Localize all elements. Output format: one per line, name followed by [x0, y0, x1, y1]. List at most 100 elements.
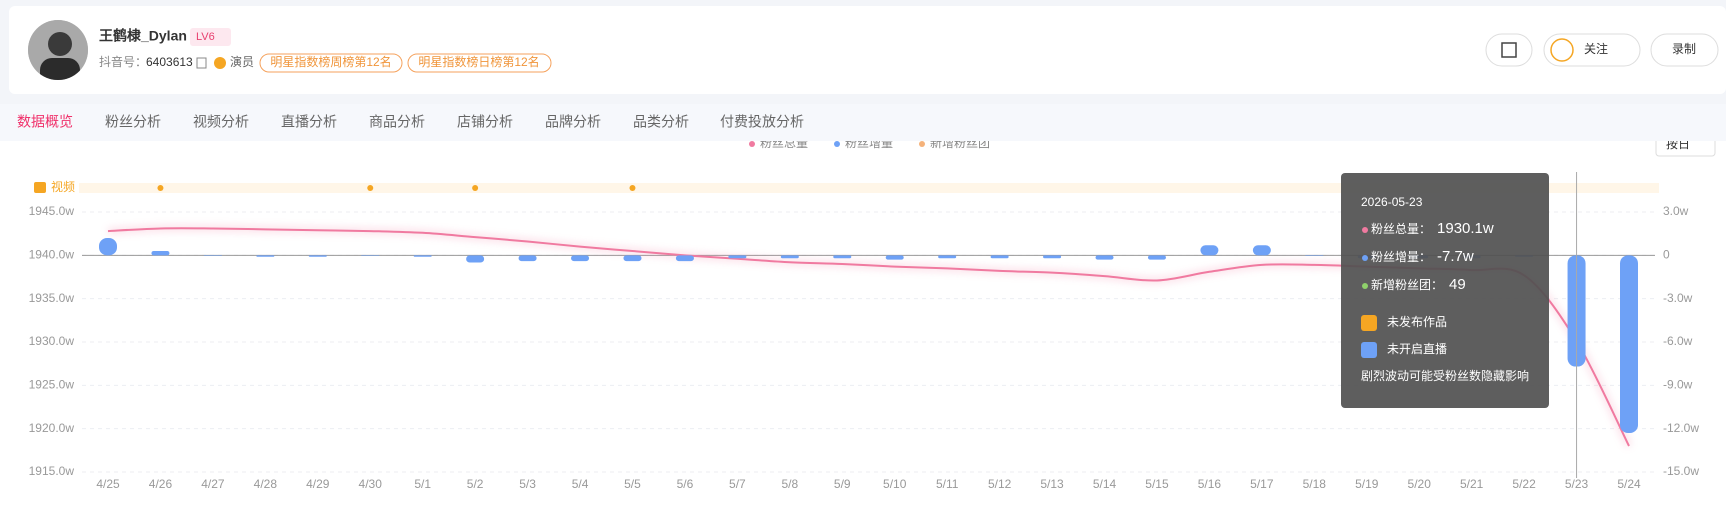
avatar-body — [40, 58, 80, 80]
y2-tick-label: -9.0w — [1663, 378, 1693, 392]
x-tick-label: 4/26 — [149, 477, 173, 491]
tooltip-date: 2026-05-23 — [1361, 195, 1423, 209]
tooltip-note: 未开启直播 — [1387, 342, 1447, 356]
tooltip-label: 粉丝总量： — [1371, 222, 1431, 236]
x-tick-label: 5/15 — [1145, 477, 1169, 491]
video-dot[interactable] — [472, 185, 479, 191]
record-button[interactable] — [1650, 33, 1719, 67]
bar[interactable] — [1620, 255, 1638, 433]
tooltip — [1341, 173, 1549, 408]
x-tick-label: 4/29 — [306, 477, 330, 491]
record-text: 录制 — [1672, 42, 1696, 56]
tag — [259, 53, 403, 73]
y-tick-label: 1930.0w — [29, 334, 75, 348]
video-band — [79, 183, 1659, 193]
tag-text: 明星指数榜日榜第12名 — [418, 54, 539, 69]
tab[interactable]: 店铺分析 — [457, 114, 513, 130]
y2-tick-label: 3.0w — [1663, 204, 1689, 218]
level-badge — [190, 28, 231, 46]
y-tick-label: 1925.0w — [29, 378, 75, 392]
tooltip-label: 新增粉丝团： — [1371, 277, 1443, 292]
tooltip-icon — [1361, 315, 1377, 331]
x-tick-label: 4/25 — [96, 477, 120, 491]
bar[interactable] — [256, 255, 275, 257]
tab[interactable]: 数据概览 — [17, 114, 73, 130]
tab-bar — [0, 104, 1726, 141]
tooltip-icon — [1361, 342, 1377, 358]
id-value: 6403613 — [146, 55, 193, 69]
bar[interactable] — [203, 255, 222, 256]
bar[interactable] — [361, 255, 380, 256]
bar[interactable] — [885, 255, 904, 260]
bar[interactable] — [990, 255, 1009, 259]
bar[interactable] — [1200, 245, 1219, 256]
x-tick-label: 4/30 — [359, 477, 383, 491]
tooltip-value: 1930.1w — [1437, 220, 1494, 237]
video-icon — [34, 182, 46, 193]
x-tick-label: 5/17 — [1250, 477, 1274, 491]
x-tick-label: 5/11 — [936, 477, 959, 491]
bar[interactable] — [151, 251, 170, 256]
bar[interactable] — [1252, 245, 1271, 256]
x-tick-label: 5/5 — [624, 477, 641, 491]
video-dot[interactable] — [157, 185, 164, 191]
legend-swatch — [749, 141, 755, 147]
bar[interactable] — [99, 238, 117, 256]
bar[interactable] — [1043, 255, 1062, 259]
bar[interactable] — [938, 255, 957, 259]
video-dot[interactable] — [629, 185, 636, 191]
bar[interactable] — [833, 255, 852, 259]
bar[interactable] — [413, 255, 432, 257]
x-tick-label: 5/21 — [1460, 477, 1484, 491]
verified-icon — [214, 57, 226, 69]
video-dot[interactable] — [367, 185, 374, 191]
x-tick-label: 4/28 — [254, 477, 278, 491]
x-tick-label: 5/13 — [1040, 477, 1064, 491]
bar[interactable] — [623, 255, 642, 262]
x-tick-label: 5/9 — [834, 477, 851, 491]
tab[interactable]: 视频分析 — [193, 114, 249, 130]
x-tick-label: 5/4 — [572, 477, 589, 491]
y2-tick-label: -12.0w — [1663, 421, 1699, 435]
tooltip-label: 粉丝增量： — [1371, 250, 1431, 264]
x-tick-label: 5/14 — [1093, 477, 1117, 491]
tab[interactable]: 直播分析 — [281, 114, 337, 130]
tab[interactable]: 粉丝分析 — [105, 114, 161, 130]
x-tick-label: 5/10 — [883, 477, 907, 491]
y-tick-label: 1915.0w — [29, 464, 75, 478]
tab[interactable]: 品类分析 — [633, 114, 689, 130]
y2-tick-label: -3.0w — [1663, 291, 1693, 305]
x-tick-label: 5/19 — [1355, 477, 1379, 491]
tooltip-dot — [1362, 255, 1368, 261]
chart: 粉丝总量 粉丝增量 新增粉丝团 按日视频1915.0w1920.0w1925.0w19… — [29, 131, 1716, 491]
tab[interactable]: 付费投放分析 — [720, 114, 804, 130]
x-tick-label: 5/6 — [677, 477, 694, 491]
bar[interactable] — [728, 255, 747, 259]
bar[interactable] — [466, 255, 485, 263]
bar[interactable] — [571, 255, 590, 262]
legend-swatch — [834, 141, 840, 147]
follow-icon — [1550, 38, 1574, 62]
profile-card — [9, 6, 1726, 94]
tag-text: 明星指数榜周榜第12名 — [270, 54, 391, 69]
bar[interactable] — [780, 255, 799, 259]
tab[interactable]: 品牌分析 — [545, 114, 601, 130]
tooltip-dot — [1362, 227, 1368, 233]
bar[interactable] — [1095, 255, 1114, 260]
bar[interactable] — [1147, 255, 1166, 260]
bar[interactable] — [1305, 255, 1324, 256]
bar[interactable] — [308, 255, 327, 257]
y2-tick-label: 0 — [1663, 248, 1670, 262]
qr-button[interactable] — [1485, 33, 1533, 67]
bar[interactable] — [518, 255, 537, 262]
copy-icon[interactable] — [196, 57, 207, 69]
level-text: LV6 — [196, 31, 215, 43]
y-tick-label: 1935.0w — [29, 291, 75, 305]
tab[interactable]: 商品分析 — [369, 114, 425, 130]
bar[interactable] — [675, 255, 694, 262]
avatar-head — [48, 32, 72, 56]
x-tick-label: 5/3 — [519, 477, 536, 491]
y-tick-label: 1945.0w — [29, 204, 75, 218]
